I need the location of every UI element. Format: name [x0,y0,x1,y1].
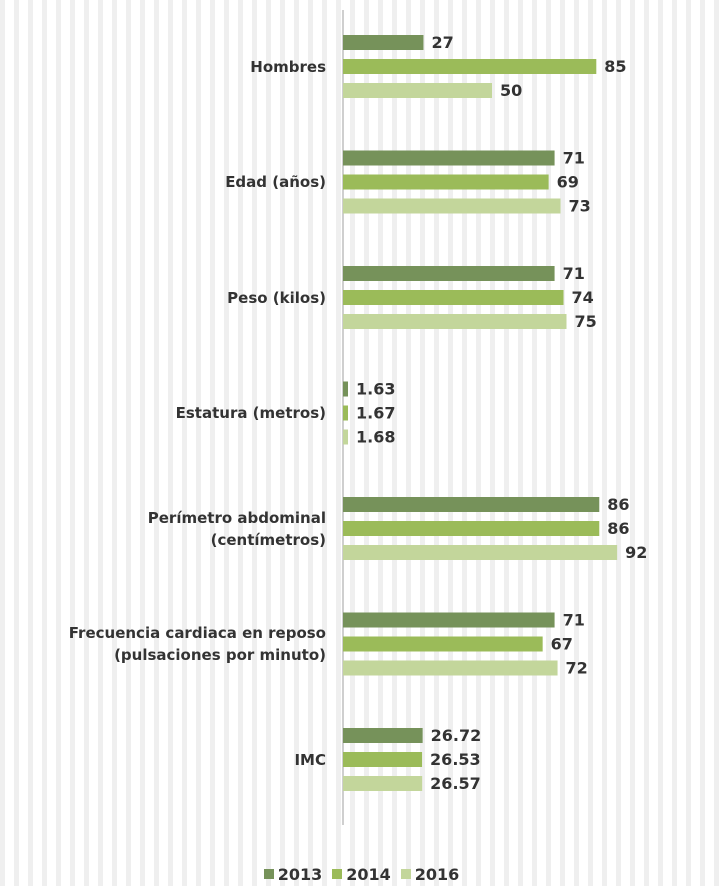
bar-2014-6 [343,752,423,767]
data-label-2014-4: 86 [607,519,629,538]
legend-label: 2013 [277,864,323,884]
data-label-2013-3: 1.63 [356,380,395,399]
bar-2014-4 [343,521,600,536]
bar-2014-3 [343,405,348,421]
bar-2014-1 [343,174,549,190]
legend-item-2014: 2014 [332,865,391,884]
legend-label: 2014 [346,864,391,884]
legend-label: 2016 [414,864,460,884]
category-label: IMC [294,750,326,769]
data-label-2016-0: 50 [500,81,522,100]
bar-2013-6 [343,728,423,743]
data-label-2013-0: 27 [431,33,453,52]
data-label-2016-5: 72 [566,659,588,678]
bar-2016-5 [343,660,558,676]
data-label-2016-3: 1.68 [356,428,395,447]
bar-2016-6 [343,776,423,791]
data-label-2013-5: 71 [563,611,585,630]
data-label-2013-4: 86 [607,495,629,514]
bar-2016-2 [343,314,567,329]
bar-2016-4 [343,545,618,560]
data-label-2013-2: 71 [563,264,585,283]
legend-swatch [332,869,343,879]
bar-2016-1 [343,198,561,214]
bar-2014-5 [343,636,543,652]
data-label-2014-1: 69 [557,173,579,192]
bar-2013-3 [343,381,348,397]
bar-2013-5 [343,612,555,628]
legend-swatch [263,869,274,879]
data-label-2016-1: 73 [569,197,591,216]
data-label-2014-5: 67 [551,635,573,654]
data-label-2014-2: 74 [572,288,594,307]
legend-item-2013: 2013 [263,864,323,884]
data-label-2016-6: 26.57 [430,774,481,793]
bar-2014-0 [343,59,597,74]
category-label: Peso (kilos) [227,288,326,307]
bar-2013-2 [343,266,555,281]
bar-2013-1 [343,150,555,166]
data-label-2014-6: 26.53 [430,750,481,769]
legend: 2013 2014 2016 [0,864,723,884]
category-label: Estatura (metros) [175,404,326,422]
data-label-2013-6: 26.72 [431,726,482,745]
bar-2016-0 [343,83,492,98]
data-label-2016-4: 92 [625,543,647,562]
category-label: Edad (años) [225,173,326,191]
category-label: Hombres [250,57,326,76]
data-label-2013-1: 71 [563,149,585,168]
data-label-2014-3: 1.67 [356,404,395,423]
bar-2013-4 [343,497,600,512]
bar-2014-2 [343,290,564,305]
legend-swatch [400,869,411,879]
bar-2016-3 [343,429,349,445]
legend-item-2016: 2016 [400,864,460,884]
category-label: Perímetro abdominal (centímetros) [147,508,326,549]
data-label-2016-2: 75 [575,312,597,331]
bar-2013-0 [343,35,424,50]
category-label: Frecuencia cardiaca en reposo (pulsacione… [68,624,326,664]
data-label-2014-0: 85 [604,57,626,76]
